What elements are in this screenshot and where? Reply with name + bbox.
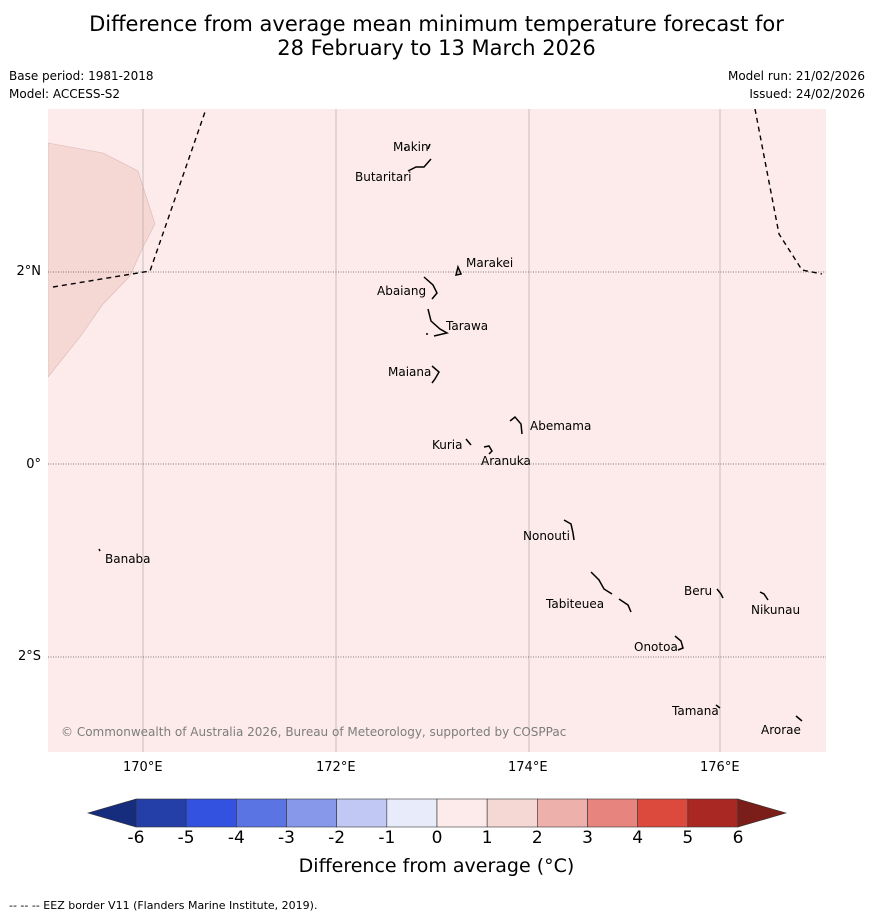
map-panel: Makin Butaritari Marakei Abaiang Tarawa … [48, 109, 826, 752]
island-aranuka [483, 445, 493, 455]
colorbar-segment [587, 798, 638, 828]
title-line-1: Difference from average mean minimum tem… [89, 12, 784, 36]
label-beru: Beru [684, 584, 712, 598]
lat-label-2s: 2°S [17, 649, 41, 664]
island-abemama [509, 415, 523, 435]
island-nikunau [759, 591, 769, 601]
island-abaiang [423, 276, 438, 300]
colorbar-tick-label: 4 [632, 828, 644, 848]
colorbar-segment [687, 798, 739, 828]
eez-legend-note: -- -- -- EEZ border V11 (Flanders Marine… [9, 899, 318, 912]
colorbar-segment [486, 798, 538, 828]
island-beru [716, 588, 724, 599]
label-aranuka: Aranuka [481, 454, 531, 468]
colorbar-tick-label: 3 [582, 828, 593, 848]
colorbar-tick-label: -4 [227, 828, 245, 848]
colorbar-tick-label: 5 [682, 828, 694, 848]
graticule [142, 109, 721, 752]
model-info: Base period: 1981-2018 Model: ACCESS-S2 [9, 67, 154, 103]
label-tamana: Tamana [671, 704, 719, 718]
island-marakei [454, 264, 463, 276]
island-nonouti [563, 519, 575, 541]
island-butaritari [407, 158, 432, 172]
island-kuria [465, 438, 472, 446]
latitude-lines [48, 271, 826, 658]
colorbar-tick-label: -3 [278, 828, 295, 848]
base-period: Base period: 1981-2018 [9, 69, 154, 83]
label-kuria: Kuria [432, 438, 463, 452]
label-maiana: Maiana [388, 365, 431, 379]
label-marakei: Marakei [466, 256, 513, 270]
colorbar-segments [135, 798, 739, 828]
colorbar-tick-label: -6 [127, 828, 145, 848]
colorbar-tick-label: 1 [481, 828, 493, 848]
lon-label-172e: 172°E [316, 760, 356, 775]
model-run-date: Model run: 21/02/2026 [727, 69, 865, 83]
colorbar [86, 798, 788, 828]
label-tarawa: Tarawa [445, 319, 488, 333]
label-abemama: Abemama [530, 419, 591, 433]
colorbar-segment [135, 798, 187, 828]
colorbar-over-arrow [737, 798, 788, 828]
place-labels: Makin Butaritari Marakei Abaiang Tarawa … [105, 140, 801, 737]
colorbar-tick-label: -2 [328, 828, 346, 848]
eez-border-east [754, 109, 823, 275]
run-info: Model run: 21/02/2026 Issued: 24/02/2026 [728, 67, 865, 103]
label-nonouti: Nonouti [523, 529, 570, 543]
model-name: Model: ACCESS-S2 [9, 87, 121, 101]
map-title: Difference from average mean minimum tem… [0, 12, 873, 60]
colorbar-segment [537, 798, 588, 828]
colorbar-segment [286, 798, 337, 828]
colorbar-segment [436, 798, 488, 828]
colorbar-segment [386, 798, 438, 828]
label-nikunau: Nikunau [751, 603, 800, 617]
colorbar-segment [336, 798, 388, 828]
colorbar-label: Difference from average (°C) [298, 855, 575, 877]
island-tabiteuea [590, 571, 632, 613]
lon-label-170e: 170°E [123, 760, 163, 775]
label-onotoa: Onotoa [634, 640, 678, 654]
lat-label-equator: 0° [26, 457, 41, 472]
colorbar-tick-label: -5 [177, 828, 195, 848]
colorbar-segment [236, 798, 287, 828]
issued-date: Issued: 24/02/2026 [749, 87, 865, 101]
label-arorae: Arorae [761, 723, 801, 737]
island-onotoa [674, 635, 684, 651]
title-line-2: 28 February to 13 March 2026 [277, 36, 596, 60]
map-background [48, 109, 826, 752]
island-arorae [795, 715, 803, 722]
colorbar-tick-label: 0 [431, 828, 443, 848]
island-banaba [98, 548, 101, 552]
eez-border [52, 109, 823, 288]
island-makin [403, 143, 431, 150]
island-tamana [715, 704, 721, 709]
copyright-notice: © Commonwealth of Australia 2026, Bureau… [61, 725, 566, 739]
islands [98, 143, 803, 722]
colorbar-tick-label: -1 [378, 828, 396, 848]
colorbar-segment [637, 798, 689, 828]
colorbar-tick-label: 6 [732, 828, 744, 848]
lon-label-176e: 176°E [700, 760, 740, 775]
label-abaiang: Abaiang [377, 284, 426, 298]
colorbar-under-arrow [86, 798, 137, 828]
label-banaba: Banaba [105, 552, 151, 566]
island-maiana [431, 365, 440, 384]
label-butaritari: Butaritari [355, 170, 412, 184]
warmer-anomaly-region [48, 142, 156, 378]
colorbar-tick-label: 2 [531, 828, 543, 848]
label-makin: Makin [393, 140, 429, 154]
label-tabiteuea: Tabiteuea [545, 597, 604, 611]
lon-label-174e: 174°E [508, 760, 548, 775]
lat-label-2n: 2°N [16, 264, 42, 279]
island-tarawa [426, 308, 450, 337]
colorbar-segment [185, 798, 237, 828]
